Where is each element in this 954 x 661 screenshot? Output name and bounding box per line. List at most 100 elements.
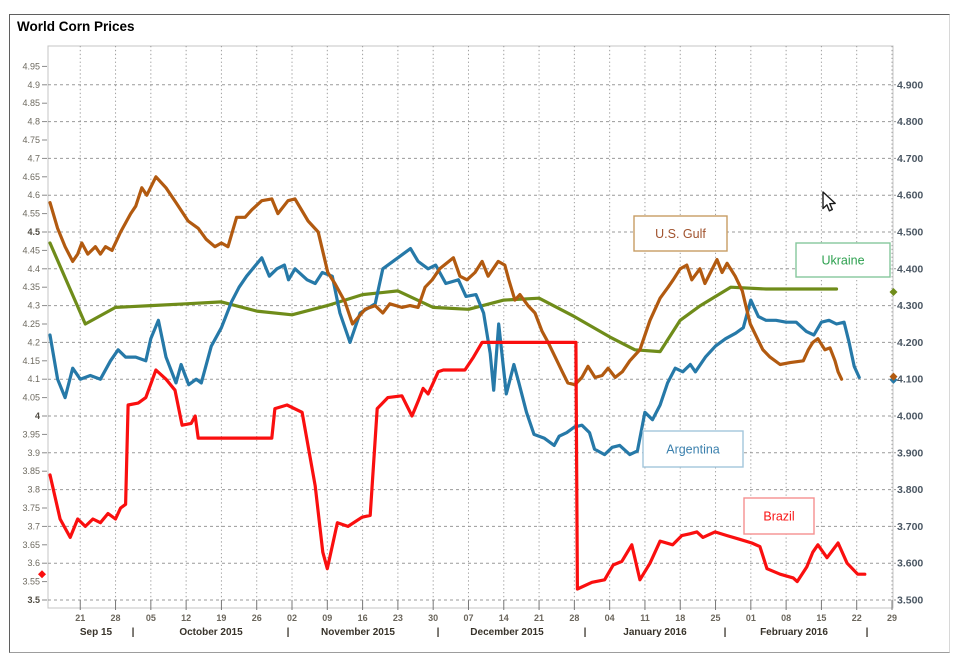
y-left-label: 3.9 [27, 448, 40, 458]
month-label: Sep 15 [80, 627, 113, 638]
y-left-label: 4.85 [22, 98, 40, 108]
y-left-label: 4.9 [27, 80, 40, 90]
label-box-ukraine[interactable] [795, 242, 891, 278]
y-left-label: 3.75 [22, 503, 40, 513]
x-tick-label: 19 [216, 613, 226, 623]
y-left-label: 4.7 [27, 153, 40, 163]
x-tick-label: 21 [75, 613, 85, 623]
y-left-label: 4.05 [22, 393, 40, 403]
y-right-label: 4.600 [897, 190, 923, 202]
x-tick-label: 23 [393, 613, 403, 623]
month-separator: | [584, 627, 587, 638]
label-box-brazil[interactable] [743, 497, 815, 535]
x-tick-label: 18 [675, 613, 685, 623]
x-tick-label: 11 [640, 613, 650, 623]
y-left-label: 4.6 [27, 190, 40, 200]
x-tick-label: 21 [534, 613, 544, 623]
y-right-label: 3.600 [897, 558, 923, 570]
x-tick-label: 02 [287, 613, 297, 623]
y-left-label: 3.6 [27, 558, 40, 568]
marker-brazil [38, 570, 46, 579]
month-separator: | [724, 627, 727, 638]
series-line-ukraine [48, 241, 839, 354]
y-left-label: 4.35 [22, 282, 40, 292]
y-right-label: 3.500 [897, 595, 923, 607]
label-box-argentina[interactable] [642, 430, 744, 468]
y-left-label: 3.95 [22, 429, 40, 439]
y-right-label: 4.200 [897, 337, 923, 349]
y-left-label: 3.55 [22, 577, 40, 587]
y-left-label: 4.95 [22, 61, 40, 71]
x-tick-label: 28 [111, 613, 121, 623]
month-separator: | [132, 627, 135, 638]
label-text-brazil: Brazil [763, 510, 794, 524]
series-line-argentina [48, 247, 861, 457]
month-label: December 2015 [470, 627, 544, 638]
y-left-label: 4.55 [22, 209, 40, 219]
month-separator: | [866, 627, 869, 638]
x-tick-label: 26 [252, 613, 262, 623]
y-left-label: 4.3 [27, 301, 40, 311]
y-left-label: 4.75 [22, 135, 40, 145]
series-line-brazil [48, 340, 867, 591]
y-right-label: 3.800 [897, 484, 923, 496]
y-left-label: 3.5 [27, 595, 40, 605]
label-box-u-s-gulf[interactable] [633, 215, 728, 252]
label-text-argentina: Argentina [666, 443, 720, 457]
x-tick-label: 05 [146, 613, 156, 623]
month-separator: | [437, 627, 440, 638]
month-label: October 2015 [179, 627, 243, 638]
y-left-label: 4.25 [22, 319, 40, 329]
y-left-label: 4.4 [27, 264, 40, 274]
x-tick-label: 14 [499, 613, 509, 623]
y-right-label: 4.300 [897, 300, 923, 312]
label-text-u-s-gulf: U.S. Gulf [655, 227, 706, 241]
month-label: February 2016 [760, 627, 828, 638]
y-left-label: 4.2 [27, 337, 40, 347]
series-line-u-s-gulf [48, 175, 844, 387]
chart-window-frame [9, 14, 950, 653]
y-left-label: 3.65 [22, 540, 40, 550]
month-label: November 2015 [321, 627, 395, 638]
y-right-label: 3.700 [897, 521, 923, 533]
mouse-cursor-icon [822, 191, 836, 212]
y-left-label: 4.45 [22, 245, 40, 255]
y-left-label: 4.65 [22, 172, 40, 182]
y-left-label: 4.5 [27, 227, 40, 237]
y-left-label: 3.7 [27, 521, 40, 531]
x-tick-label: 01 [746, 613, 756, 623]
x-tick-label: 30 [428, 613, 438, 623]
x-tick-label: 15 [816, 613, 826, 623]
y-left-label: 4 [35, 411, 40, 421]
x-tick-label: 25 [711, 613, 721, 623]
y-left-label: 4.15 [22, 356, 40, 366]
y-right-label: 4.700 [897, 153, 923, 165]
x-tick-label: 22 [852, 613, 862, 623]
y-left-label: 4.1 [27, 374, 40, 384]
y-right-label: 4.000 [897, 411, 923, 423]
x-tick-label: 28 [569, 613, 579, 623]
plot-border [47, 45, 894, 609]
y-right-label: 4.800 [897, 116, 923, 128]
x-tick-label: 09 [322, 613, 332, 623]
month-label: January 2016 [623, 627, 687, 638]
x-tick-label: 07 [463, 613, 473, 623]
marker-u-s-gulf [889, 372, 898, 381]
x-tick-label: 12 [181, 613, 191, 623]
marker-ukraine [889, 287, 898, 296]
y-right-label: 4.900 [897, 79, 923, 91]
x-tick-label: 04 [605, 613, 615, 623]
chart-title: World Corn Prices [17, 19, 135, 34]
y-left-label: 4.8 [27, 117, 40, 127]
y-right-label: 3.900 [897, 447, 923, 459]
y-left-label: 3.85 [22, 466, 40, 476]
x-tick-label: 29 [887, 613, 897, 623]
y-left-label: 3.8 [27, 485, 40, 495]
y-right-label: 4.500 [897, 227, 923, 239]
y-right-label: 4.400 [897, 263, 923, 275]
label-text-ukraine: Ukraine [821, 254, 864, 268]
x-tick-label: 08 [781, 613, 791, 623]
y-right-label: 4.100 [897, 374, 923, 386]
